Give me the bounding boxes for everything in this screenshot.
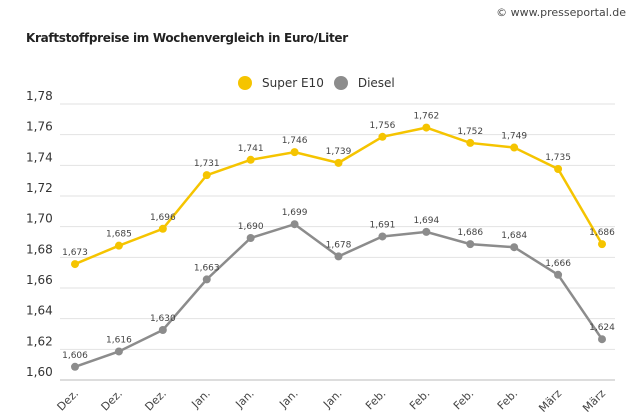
data-label: 1,741	[238, 144, 264, 154]
x-tick-label: März	[580, 387, 608, 412]
x-tick-label: Feb.	[363, 387, 388, 412]
x-tick-label: Feb.	[451, 387, 476, 412]
data-label: 1,752	[457, 127, 483, 137]
data-point	[290, 148, 299, 157]
data-point	[114, 347, 123, 356]
data-point	[158, 326, 167, 334]
x-tick-label: Jan.	[232, 387, 256, 411]
x-tick-label: März	[536, 387, 564, 412]
data-label: 1,691	[370, 220, 396, 230]
data-point	[510, 143, 519, 152]
y-tick-label: 1,68	[26, 242, 53, 256]
data-label: 1,678	[326, 240, 352, 250]
chart-title: Kraftstoffpreise im Wochenvergleich in E…	[26, 31, 348, 45]
data-point	[246, 234, 255, 242]
y-tick-label: 1,66	[26, 273, 53, 287]
data-label: 1,749	[501, 132, 527, 142]
data-point	[158, 224, 167, 233]
data-point	[422, 123, 431, 132]
data-label: 1,690	[238, 222, 264, 232]
data-point	[510, 243, 519, 252]
data-label: 1,685	[106, 230, 132, 240]
y-tick-label: 1,78	[26, 89, 53, 103]
data-label: 1,686	[457, 228, 483, 238]
data-label: 1,673	[62, 248, 88, 258]
data-point	[202, 171, 211, 180]
data-label: 1,735	[545, 153, 571, 163]
data-label: 1,684	[501, 231, 527, 241]
data-point	[378, 232, 387, 241]
data-label: 1,663	[194, 263, 220, 273]
data-point	[466, 138, 475, 147]
x-tick-label: Feb.	[407, 387, 432, 412]
data-point	[334, 252, 343, 261]
y-tick-label: 1,76	[26, 120, 53, 134]
y-tick-label: 1,62	[26, 334, 53, 348]
data-point	[598, 240, 606, 249]
data-point	[290, 220, 299, 229]
data-point	[554, 165, 563, 173]
data-label: 1,694	[413, 216, 439, 226]
y-tick-label: 1,70	[26, 212, 53, 226]
data-label: 1,686	[589, 228, 615, 238]
data-label: 1,616	[106, 335, 132, 345]
y-tick-label: 1,64	[26, 304, 53, 318]
x-tick-label: Jan.	[189, 387, 213, 411]
data-point	[202, 275, 211, 284]
data-label: 1,762	[413, 112, 439, 122]
data-point	[114, 241, 123, 250]
x-tick-label: Feb.	[495, 387, 520, 412]
data-point	[466, 240, 475, 249]
legend-label-super-e10: Super E10	[262, 76, 324, 90]
data-point	[598, 335, 606, 344]
data-point	[422, 227, 431, 236]
data-label: 1,606	[62, 351, 88, 361]
legend-label-diesel: Diesel	[357, 76, 395, 90]
data-label: 1,696	[150, 213, 176, 223]
data-label: 1,746	[282, 136, 308, 146]
data-label: 1,624	[589, 323, 615, 333]
legend-swatch-super-e10	[238, 76, 252, 90]
data-label: 1,630	[150, 314, 176, 324]
data-point	[378, 132, 387, 141]
y-tick-label: 1,72	[26, 181, 53, 195]
y-tick-label: 1,74	[26, 150, 53, 164]
x-tick-label: Jan.	[320, 387, 344, 411]
credit-watermark: © www.presseportal.de	[496, 6, 626, 19]
data-point	[71, 260, 79, 269]
legend-swatch-diesel	[333, 76, 348, 90]
data-point	[246, 155, 255, 164]
data-point	[334, 158, 343, 167]
data-label: 1,731	[194, 159, 220, 169]
data-label: 1,756	[370, 121, 396, 131]
x-tick-label: Dez.	[55, 387, 82, 412]
data-point	[554, 270, 563, 279]
data-label: 1,699	[282, 208, 308, 218]
data-label: 1,739	[326, 147, 352, 157]
legend: Super E10 Diesel	[238, 76, 405, 90]
data-label: 1,666	[545, 259, 571, 269]
x-tick-label: Jan.	[276, 387, 300, 411]
legend-item-super-e10: Super E10	[238, 76, 324, 90]
y-tick-label: 1,60	[26, 365, 53, 379]
x-tick-label: Dez.	[99, 387, 126, 412]
legend-item-diesel: Diesel	[333, 76, 395, 90]
data-point	[71, 362, 79, 371]
x-tick-label: Dez.	[142, 387, 169, 412]
